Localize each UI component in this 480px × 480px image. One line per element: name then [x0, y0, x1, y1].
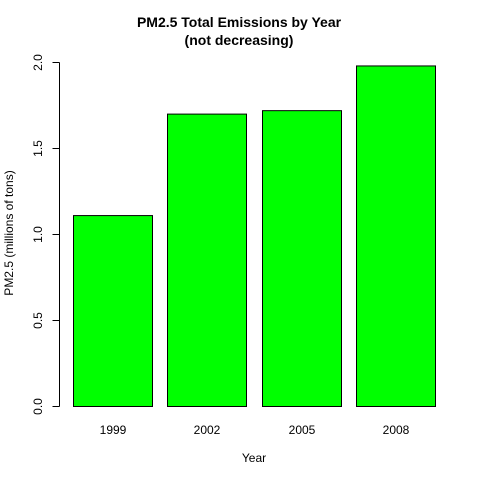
x-axis: 1999 2002 2005 2008 [100, 423, 410, 437]
x-tick-label-2002: 2002 [194, 423, 221, 437]
x-tick-label-2008: 2008 [383, 423, 410, 437]
y-axis-label: PM2.5 (millions of tons) [2, 170, 16, 295]
y-tick-label-2.0: 2.0 [31, 54, 45, 71]
bar-1999 [73, 215, 153, 407]
chart-subtitle: (not decreasing) [185, 32, 294, 48]
y-tick-label-1.5: 1.5 [31, 140, 45, 157]
y-tick-label-1.0: 1.0 [31, 226, 45, 243]
chart-title: PM2.5 Total Emissions by Year [137, 14, 342, 30]
y-tick-label-0.0: 0.0 [31, 398, 45, 415]
x-axis-label: Year [242, 451, 266, 465]
bar-2005 [262, 110, 342, 407]
x-tick-label-1999: 1999 [100, 423, 127, 437]
bars-group [73, 65, 436, 407]
y-axis: 0.0 0.5 1.0 1.5 2.0 [31, 54, 60, 415]
y-tick-label-0.5: 0.5 [31, 312, 45, 329]
bar-2008 [356, 65, 436, 407]
x-tick-label-2005: 2005 [289, 423, 316, 437]
bar-2002 [167, 113, 247, 407]
